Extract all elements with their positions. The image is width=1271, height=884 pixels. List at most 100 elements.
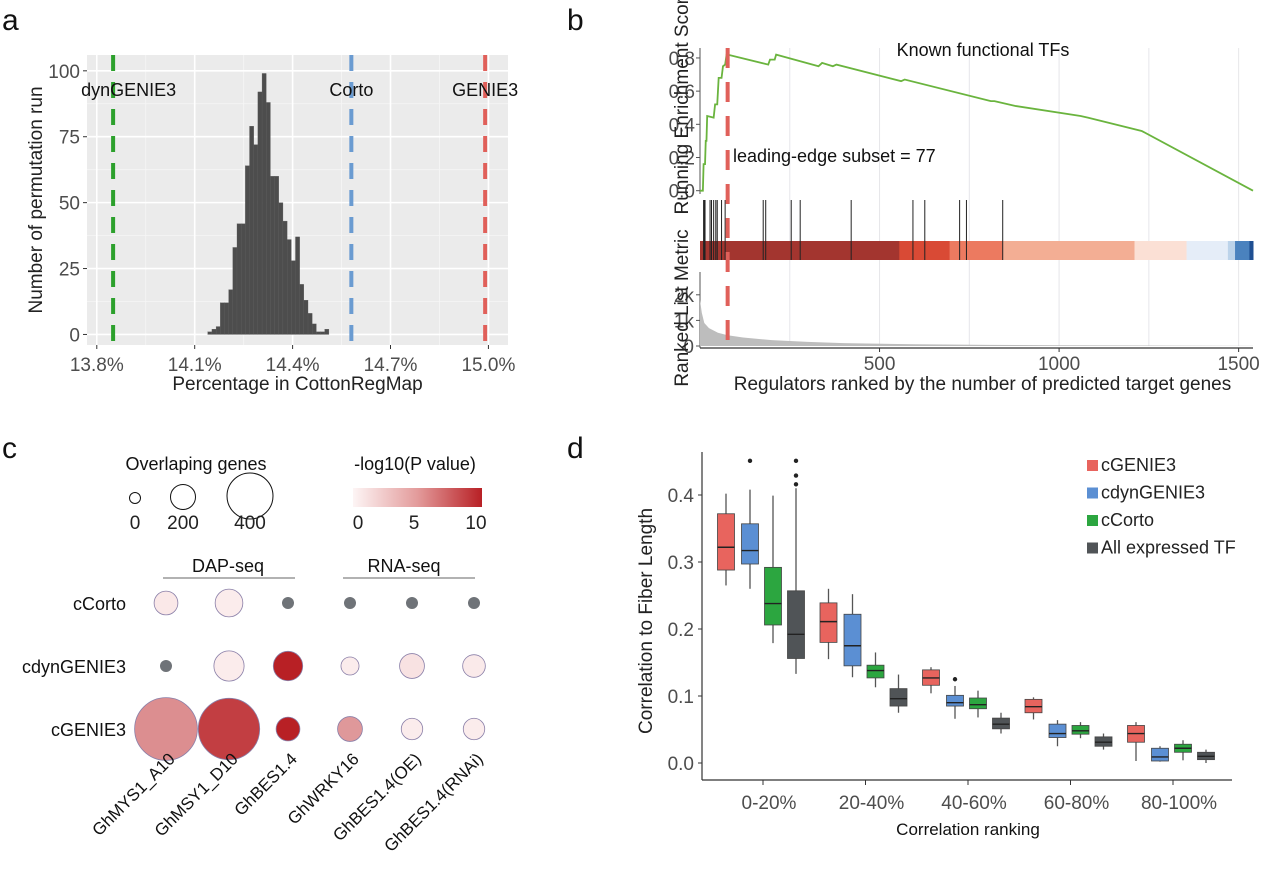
dot-cGENIE3-GhWRKY16 [337,716,363,742]
dot-cdynGENIE3-GhBES14OE [399,653,425,679]
color-legend-bar [353,488,482,507]
color-legend-label: 10 [465,513,486,534]
size-legend-title: Overlaping genes [125,454,266,474]
histogram-bar [257,91,263,335]
y-tick-label: 0.4 [668,486,695,507]
panel-c-dot-plot: Overlaping genes 0 200 400 -log10(P value) 0 5… [22,454,487,856]
box-all-expressed-tf [787,590,805,659]
box-ccorto [764,566,782,626]
box-ccorto [1071,725,1090,735]
es-y-tick-label: 0.6 [669,82,695,103]
y-tick-label: 0.1 [668,687,694,708]
histogram-bar [320,331,325,335]
histogram-bar [249,126,254,335]
histogram-bar [224,302,229,335]
running-es-line [700,53,1254,192]
x-tick-label: 0-20% [742,793,797,814]
legend-swatch [1087,515,1098,526]
size-legend-circle [226,472,274,520]
histogram-bar [312,323,317,335]
dot-cdynGENIE3-GhBES14 [272,650,304,682]
rank-color-segment [1002,241,1135,260]
outlier-point [747,458,753,464]
dot-cCorto-GhMSY1D10 [214,588,244,618]
histogram-bar [245,165,250,335]
x-axis-title: Correlation ranking [896,820,1040,839]
legend-swatch [1087,487,1098,499]
size-legend-label: 0 [130,513,141,534]
dot-cdynGENIE3-GhWRKY16 [340,656,360,676]
histogram-bar [266,102,271,335]
box-cdyngenie3 [1151,747,1169,762]
es-y-axis-title: Running Enrichment Score [672,0,693,215]
y-tick-label: 0 [69,325,80,346]
histogram-bar [241,223,246,335]
x-tick-label: 40-60% [941,793,1007,814]
histogram-bar [291,260,296,335]
dot-cdynGENIE3-GhMYS1A10 [160,660,172,672]
y-tick-label: 25 [59,260,80,281]
x-axis-title: Percentage in CottonRegMap [172,374,422,395]
es-y-tick-label: 0.2 [669,149,695,170]
histogram-bar [220,302,225,335]
y-tick-label: 50 [59,194,80,215]
color-legend-label: 5 [409,513,420,534]
dot-cGENIE3-GhMYS1A10 [134,697,198,761]
es-y-tick-label: 0.8 [669,49,695,70]
plot-title: Known functional TFs [897,40,1070,60]
histogram-bar [270,176,275,335]
x-tick-label: 14.7% [364,355,418,376]
leading-edge-annotation: leading-edge subset = 77 [733,146,936,166]
histogram-bar [215,326,221,335]
panel-label-a: a [2,4,19,37]
x-tick-label: 1500 [1217,354,1259,375]
rank-color-segment [1134,241,1188,260]
box-cgenie3 [819,602,838,643]
dot-cCorto-GhBES14 [282,597,294,609]
es-y-tick-label: 0.4 [669,115,696,136]
histogram-bar [207,331,213,335]
metric-y-axis-title: Ranked List Metric [672,229,693,386]
outlier-point [793,473,799,478]
histogram-bar [261,73,267,335]
x-axis-title: Regulators ranked by the number of predi… [734,374,1231,395]
x-tick-label: 13.8% [70,355,124,376]
group-label-rna-seq: RNA-seq [367,556,440,576]
histogram-bar [232,247,238,335]
histogram-bar [303,300,309,335]
box-cdyngenie3 [946,694,964,707]
color-legend-label: 0 [353,513,364,534]
histogram-bar [316,331,321,335]
panel-a-histogram: 13.8% 14.1% 14.4% 14.7% 15.0% 0 25 50 75 100dynGE… [26,55,518,395]
y-tick-label: 0.3 [668,553,694,574]
panel-label-d: d [567,432,584,465]
row-label: cdynGENIE3 [22,657,126,677]
size-legend-circle [170,484,196,510]
box-ccorto [969,697,987,710]
threshold-label-corto: Corto [329,80,373,100]
x-tick-label: 80-100% [1141,793,1217,814]
es-y-tick-label: 0.0 [669,182,695,203]
legend-label: cCorto [1101,510,1154,530]
dot-cCorto-GhMYS1A10 [153,590,179,616]
dot-cGENIE3-GhBES14OE [400,717,424,741]
y-axis-title: Correlation to Fiber Length [636,508,657,734]
box-all-expressed-tf [889,688,908,707]
legend-label: cdynGENIE3 [1101,483,1205,503]
legend-label: cGENIE3 [1101,455,1176,475]
rank-color-segment [1186,241,1229,260]
histogram-bar [236,223,242,335]
row-label: cGENIE3 [51,720,126,740]
y-tick-label: 0.0 [668,754,694,775]
size-legend-label: 200 [167,513,199,534]
dot-cGENIE3-GhBES14 [275,716,301,742]
legend-swatch [1087,542,1098,554]
metric-y-tick-label: 1k [674,311,695,332]
dot-cCorto-GhBES14OE [406,597,418,609]
x-tick-label: 14.1% [168,355,222,376]
rank-color-segment [1235,241,1250,260]
metric-y-tick-label: 0 [683,337,694,358]
rank-color-segment [1227,241,1236,260]
box-cdyngenie3 [843,613,862,667]
size-legend-circle [129,492,141,504]
